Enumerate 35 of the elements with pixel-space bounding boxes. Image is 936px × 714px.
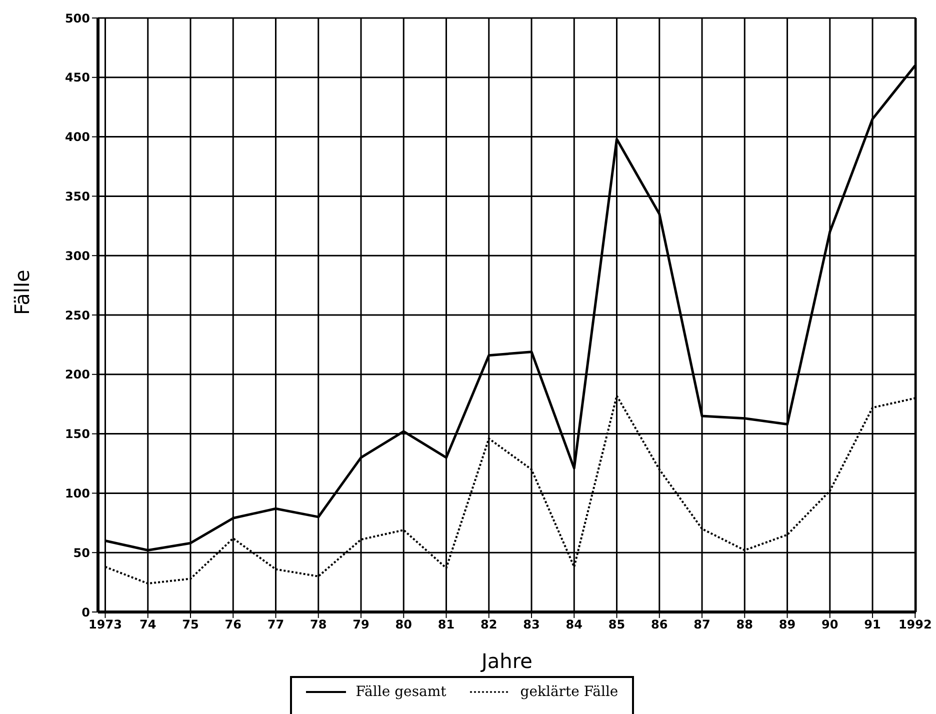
y-tick-label: 400 xyxy=(64,130,90,144)
y-axis-title: Fälle xyxy=(10,270,34,315)
x-tick-label: 74 xyxy=(140,618,156,632)
x-tick-label: 79 xyxy=(352,618,370,632)
x-tick-label: 86 xyxy=(651,618,668,632)
x-tick-label: 76 xyxy=(224,618,242,632)
x-tick-label: 82 xyxy=(480,618,498,632)
x-axis-title: Jahre xyxy=(480,649,532,673)
y-tick-label: 100 xyxy=(64,486,90,500)
y-tick-label: 500 xyxy=(64,11,90,26)
x-tick-label: 87 xyxy=(694,618,710,632)
x-tick-label: 88 xyxy=(736,618,753,632)
x-tick-label: 1992 xyxy=(898,618,932,632)
x-tick-label: 80 xyxy=(395,618,412,632)
x-tick-label: 78 xyxy=(310,618,327,632)
y-tick-label: 200 xyxy=(64,368,90,382)
y-tick-label: 250 xyxy=(64,308,90,322)
x-tick-label: 90 xyxy=(822,618,838,632)
y-tick-label: 150 xyxy=(64,427,90,442)
y-tick-label: 50 xyxy=(73,546,90,560)
x-tick-label: 77 xyxy=(267,618,284,632)
x-tick-label: 1973 xyxy=(88,618,122,632)
y-tick-label: 450 xyxy=(64,70,90,85)
x-tick-label: 85 xyxy=(608,618,626,632)
x-tick-label: 75 xyxy=(182,618,199,632)
y-tick-label: 300 xyxy=(64,248,90,263)
x-tick-label: 83 xyxy=(523,618,540,632)
x-tick-label: 89 xyxy=(778,618,796,632)
x-tick-label: 81 xyxy=(438,618,455,632)
y-tick-label: 0 xyxy=(82,605,90,620)
legend-label: geklärte Fälle xyxy=(520,684,618,700)
x-tick-label: 84 xyxy=(566,618,582,632)
y-tick-label: 350 xyxy=(64,189,90,204)
legend-label: Fälle gesamt xyxy=(356,684,446,700)
x-tick-label: 91 xyxy=(864,618,881,632)
